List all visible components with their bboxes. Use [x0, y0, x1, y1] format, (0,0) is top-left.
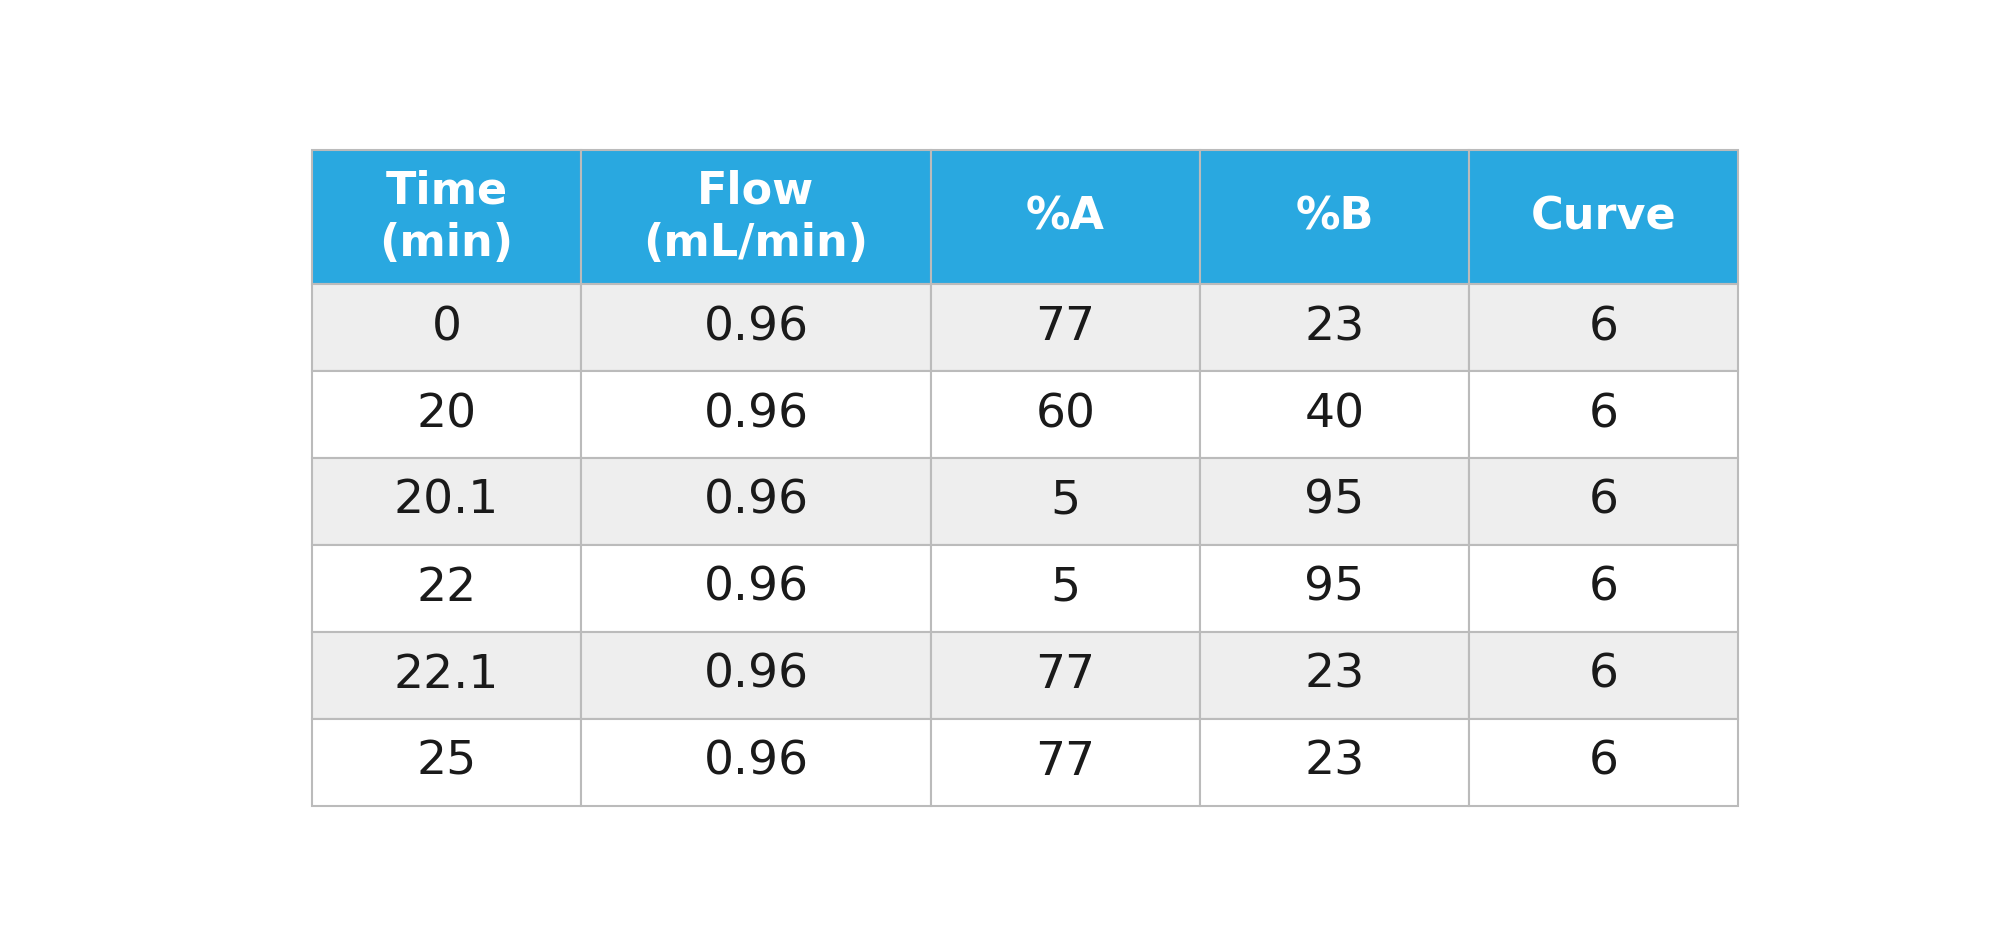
Bar [582, 371, 930, 458]
Text: 0: 0 [432, 306, 462, 350]
Bar [930, 458, 1200, 545]
Text: 77: 77 [1036, 740, 1096, 784]
Bar [582, 632, 930, 719]
Text: 6: 6 [1588, 740, 1618, 784]
Text: 23: 23 [1304, 740, 1364, 784]
Bar [312, 719, 582, 805]
Bar [930, 632, 1200, 719]
Bar [1200, 458, 1468, 545]
Bar [1468, 719, 1738, 805]
Bar [1468, 545, 1738, 632]
Text: 23: 23 [1304, 306, 1364, 350]
Text: 95: 95 [1304, 479, 1364, 524]
Bar [1468, 458, 1738, 545]
Text: 77: 77 [1036, 653, 1096, 698]
Text: 6: 6 [1588, 566, 1618, 611]
Text: 6: 6 [1588, 306, 1618, 350]
Bar [312, 458, 582, 545]
Text: 5: 5 [1050, 566, 1080, 611]
Bar [1200, 632, 1468, 719]
Text: 0.96: 0.96 [704, 306, 808, 350]
Bar [312, 371, 582, 458]
Text: 20.1: 20.1 [394, 479, 500, 524]
Text: 20: 20 [416, 393, 476, 437]
Text: 5: 5 [1050, 479, 1080, 524]
Bar [1468, 150, 1738, 285]
Bar [930, 719, 1200, 805]
Bar [312, 632, 582, 719]
Bar [930, 371, 1200, 458]
Text: 6: 6 [1588, 393, 1618, 437]
Text: %B: %B [1296, 196, 1374, 238]
Text: 23: 23 [1304, 653, 1364, 698]
Text: 0.96: 0.96 [704, 740, 808, 784]
Text: 6: 6 [1588, 653, 1618, 698]
Bar [930, 150, 1200, 285]
Bar [930, 285, 1200, 371]
Text: Curve: Curve [1530, 196, 1676, 238]
Bar [582, 719, 930, 805]
Bar [312, 545, 582, 632]
Text: 25: 25 [416, 740, 476, 784]
Text: Flow
(mL/min): Flow (mL/min) [644, 169, 868, 265]
Text: 60: 60 [1036, 393, 1096, 437]
Bar [582, 545, 930, 632]
Text: 6: 6 [1588, 479, 1618, 524]
Bar [1200, 285, 1468, 371]
Bar [312, 150, 582, 285]
Bar [312, 285, 582, 371]
Bar [1468, 285, 1738, 371]
Text: 95: 95 [1304, 566, 1364, 611]
Text: 77: 77 [1036, 306, 1096, 350]
Bar [930, 545, 1200, 632]
Text: 22.1: 22.1 [394, 653, 500, 698]
Bar [1200, 371, 1468, 458]
Text: 40: 40 [1304, 393, 1364, 437]
Bar [582, 285, 930, 371]
Bar [582, 458, 930, 545]
Text: 0.96: 0.96 [704, 479, 808, 524]
Text: 0.96: 0.96 [704, 566, 808, 611]
Bar [582, 150, 930, 285]
Text: Time
(min): Time (min) [380, 169, 514, 265]
Text: %A: %A [1026, 196, 1104, 238]
Text: 0.96: 0.96 [704, 393, 808, 437]
Bar [1468, 632, 1738, 719]
Bar [1200, 545, 1468, 632]
Bar [1200, 719, 1468, 805]
Bar [1468, 371, 1738, 458]
Text: 22: 22 [416, 566, 476, 611]
Text: 0.96: 0.96 [704, 653, 808, 698]
Bar [1200, 150, 1468, 285]
